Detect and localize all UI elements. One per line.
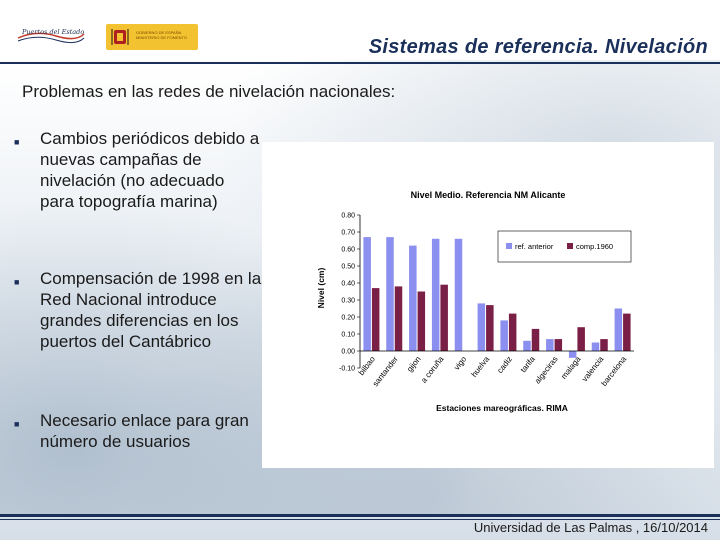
legend-swatch [567, 243, 573, 249]
x-tick-label: vigo [452, 354, 468, 372]
bar-comp-1960-6 [508, 313, 517, 351]
bar-comp-1960-10 [600, 339, 608, 351]
bullet-item: ■ Necesario enlace para gran número de u… [14, 410, 262, 452]
chart-y-axis-label: Nivel (cm) [316, 268, 326, 309]
page-title: Sistemas de referencia. Nivelación [368, 36, 708, 58]
chart-bars [363, 237, 631, 358]
y-tick-label: 0.80 [341, 213, 355, 220]
legend-label: ref. anterior [515, 242, 554, 251]
square-bullet-icon: ■ [14, 277, 20, 287]
y-tick-label: 0.70 [341, 230, 355, 237]
bullet-text: Compensación de 1998 en la Red Nacional … [40, 269, 262, 351]
square-bullet-icon: ■ [14, 137, 20, 147]
x-tick-label: cadiz [495, 355, 514, 375]
x-tick-label: a coruña [419, 354, 446, 385]
bar-ref-anterior-8 [546, 339, 554, 351]
bar-chart: Nivel Medio. Referencia NM Alicante Esta… [316, 190, 634, 413]
bar-comp-1960-0 [371, 288, 380, 351]
bullet-text: Cambios periódicos debido a nuevas campa… [40, 129, 260, 211]
x-tick-label: tarifa [519, 354, 537, 374]
bar-ref-anterior-6 [500, 320, 508, 351]
y-tick-label: 0.10 [341, 332, 355, 339]
bar-ref-anterior-2 [409, 245, 417, 351]
legend-label: comp.1960 [576, 242, 613, 251]
bar-ref-anterior-5 [477, 303, 486, 351]
footer-divider-thick [0, 514, 720, 517]
chart-legend: ref. anterior comp.1960 [497, 230, 632, 263]
chart-x-axis-label: Estaciones mareográficas. RIMA [436, 403, 568, 413]
bar-ref-anterior-9 [568, 351, 577, 358]
legend-box [497, 230, 632, 263]
title-divider [0, 62, 720, 64]
bullet-item: ■ Cambios periódicos debido a nuevas cam… [14, 128, 262, 212]
coat-of-arms-icon [111, 29, 129, 45]
footer-divider-thin [0, 519, 720, 520]
y-tick-label: -0.10 [339, 366, 355, 373]
bar-comp-1960-11 [623, 313, 631, 351]
chart-panel: Nivel Medio. Referencia NM Alicante Esta… [262, 142, 714, 468]
footer-text: Universidad de Las Palmas , 16/10/2014 [473, 520, 708, 535]
chart-title: Nivel Medio. Referencia NM Alicante [411, 190, 566, 200]
bar-ref-anterior-4 [454, 238, 463, 351]
x-tick-label: malaga [559, 354, 583, 381]
square-bullet-icon: ■ [14, 419, 20, 429]
bar-ref-anterior-3 [431, 238, 440, 351]
y-tick-label: 0.60 [341, 247, 355, 254]
y-tick-label: 0.00 [341, 349, 355, 356]
logo-left-label: Puertos del Estado [22, 28, 85, 36]
bar-comp-1960-8 [554, 339, 563, 351]
x-tick-label: gijon [405, 355, 423, 374]
y-tick-label: 0.40 [341, 281, 355, 288]
y-tick-label: 0.50 [341, 264, 355, 271]
logo-right-label: GOBIERNO DE ESPAÑA MINISTERIO DE FOMENTO [136, 30, 188, 40]
bar-ref-anterior-7 [523, 340, 531, 351]
bar-ref-anterior-0 [363, 237, 371, 351]
bar-comp-1960-9 [577, 327, 585, 351]
bar-ref-anterior-11 [614, 308, 623, 351]
legend-swatch [506, 243, 512, 249]
y-axis-ticks: -0.10 0.00 0.10 0.20 0.30 0.40 0.50 0.60 0.70 0.8… [339, 213, 360, 373]
bullet-text: Necesario enlace para gran número de usu… [40, 411, 249, 451]
bar-comp-1960-1 [394, 286, 403, 351]
bar-comp-1960-5 [486, 305, 494, 351]
y-tick-label: 0.20 [341, 315, 355, 322]
bullet-item: ■ Compensación de 1998 en la Red Naciona… [14, 268, 262, 352]
x-tick-label: algeciras [533, 355, 560, 386]
y-tick-label: 0.30 [341, 298, 355, 305]
ministerio-logo: GOBIERNO DE ESPAÑA MINISTERIO DE FOMENTO [106, 24, 198, 50]
bar-comp-1960-3 [440, 284, 448, 351]
bar-comp-1960-2 [417, 291, 426, 351]
slide-subtitle: Problemas en las redes de nivelación nac… [22, 82, 396, 101]
puertos-del-estado-logo [17, 32, 85, 44]
bar-ref-anterior-1 [386, 237, 394, 351]
bar-ref-anterior-10 [591, 342, 600, 351]
bar-comp-1960-7 [531, 328, 540, 351]
x-tick-label: huelva [470, 354, 492, 379]
